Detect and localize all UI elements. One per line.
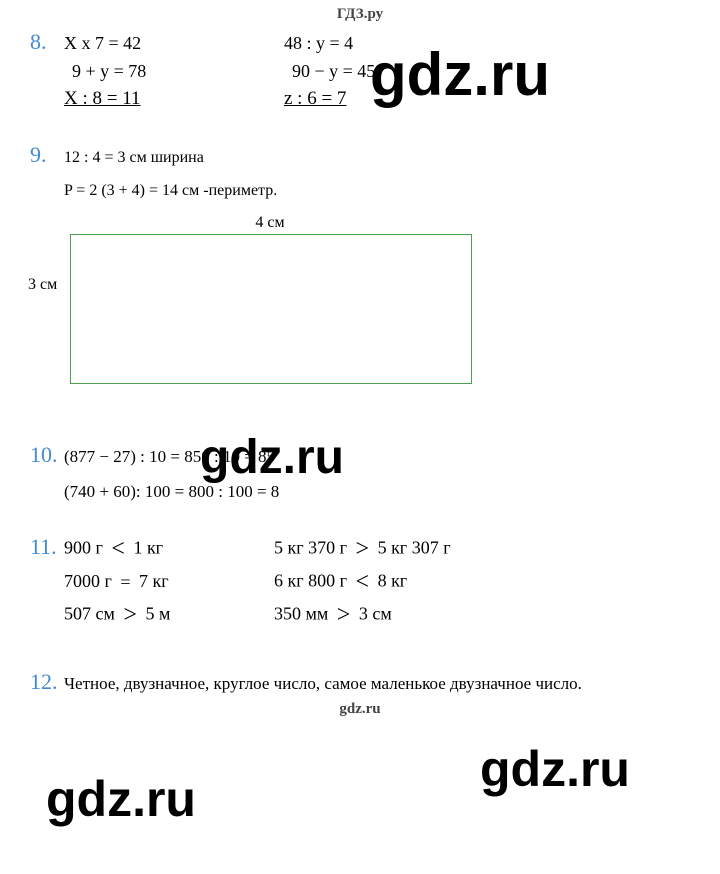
page: ГДЗ.ру gdz.ru 8. X x 7 = 42 48 : y = 4 9… [0,0,720,738]
q9-rectangle [70,234,472,384]
q11-r1c1a: 900 г [64,538,103,558]
q8-r1c2: 48 : y = 4 [284,33,353,54]
q11-number: 11. [30,534,58,560]
page-footer: gdz.ru [30,695,690,718]
q8-row3: X : 8 = 11 z : 6 = 7 [30,88,690,110]
q11-r1c1b: 1 кг [133,538,163,558]
q11-r2c2b: 8 кг [378,571,408,591]
q8-row1: 8. X x 7 = 42 48 : y = 4 [30,29,690,55]
q9-row1: 9. 12 : 4 = 3 см ширина [30,142,690,168]
q8-r3c2: z : 6 = 7 [284,88,346,110]
q12-row: 12. Четное, двузначное, круглое число, с… [30,669,690,695]
q8-r3c1: X : 8 = 11 [64,88,284,110]
q11-r3c2b: 3 см [359,604,392,624]
q11-r2c2op: < [352,569,374,595]
q11-r2c1b: 7 кг [139,571,169,591]
q11-r2c1op: = [116,572,134,592]
q11-r3c2a: 350 мм [274,604,328,624]
q9-figure: 4 см 3 см [30,214,690,384]
q11-r3c1: 507 см > 5 м [64,602,274,629]
q9-label-left: 3 см [28,276,57,294]
q12-text: Четное, двузначное, круглое число, самое… [64,674,582,694]
q11-r1c1op: < [107,536,129,562]
q9-number: 9. [30,142,58,168]
q10-line2: (740 + 60): 100 = 800 : 100 = 8 [30,482,690,502]
page-header: ГДЗ.ру [30,0,690,23]
q11-r2c1: 7000 г = 7 кг [64,571,274,593]
q9-line2: P = 2 (3 + 4) = 14 см -периметр. [30,182,690,200]
q11-r1c2b: 5 кг 307 г [378,538,451,558]
q10-row1: 10. (877 − 27) : 10 = 850 : 10 = 85 [30,442,690,468]
q11-row3: 507 см > 5 м 350 мм > 3 см [30,602,690,629]
watermark-4: gdz.ru [46,770,196,828]
q11-r3c2op: > [333,602,355,628]
q11-r1c2: 5 кг 370 г > 5 кг 307 г [274,536,451,563]
q12-number: 12. [30,669,58,695]
q9-label-top: 4 см [68,214,472,232]
q11-r3c1a: 507 см [64,604,115,624]
q8-r2c1: 9 + y = 78 [72,61,292,82]
q11-r3c2: 350 мм > 3 см [274,602,392,629]
q11-r2c2: 6 кг 800 г < 8 кг [274,569,407,596]
q9-line1: 12 : 4 = 3 см ширина [64,149,204,167]
q8-r1c1: X x 7 = 42 [64,33,284,54]
q8-r2c2: 90 − y = 45 [292,61,375,82]
q11-r3c1b: 5 м [145,604,170,624]
q8-row2: 9 + y = 78 90 − y = 45 [30,61,690,82]
q11-r1c2op: > [352,536,374,562]
q8-number: 8. [30,29,58,55]
watermark-3: gdz.ru [480,740,630,798]
q11-row2: 7000 г = 7 кг 6 кг 800 г < 8 кг [30,569,690,596]
q11-r2c1a: 7000 г [64,571,112,591]
q10-line1: (877 − 27) : 10 = 850 : 10 = 85 [64,447,275,467]
q11-r2c2a: 6 кг 800 г [274,571,347,591]
q10-number: 10. [30,442,58,468]
q11-r1c2a: 5 кг 370 г [274,538,347,558]
q11-row1: 11. 900 г < 1 кг 5 кг 370 г > 5 кг 307 г [30,534,690,563]
q11-r3c1op: > [119,602,141,628]
q11-r1c1: 900 г < 1 кг [64,536,274,563]
